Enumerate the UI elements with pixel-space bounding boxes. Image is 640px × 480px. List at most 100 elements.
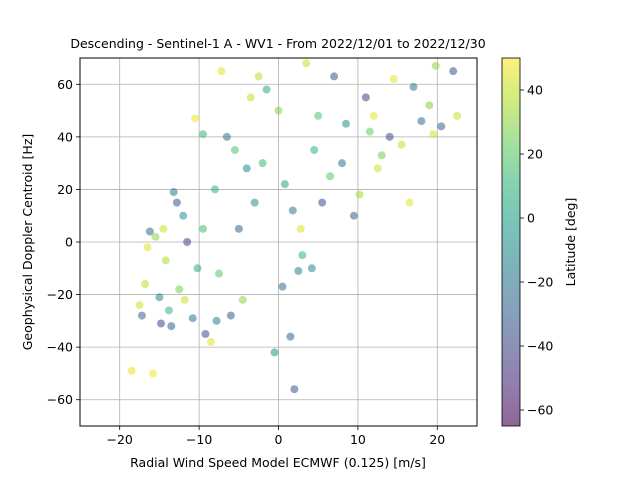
data-point (230, 146, 239, 154)
colorbar-label: Latitude [deg] (563, 198, 578, 287)
colorbar-tick-label: −40 (527, 339, 553, 354)
data-point (294, 266, 303, 275)
y-axis: −60 −40 −20 0 20 40 60 (47, 77, 80, 407)
data-point (199, 224, 208, 233)
data-point (330, 72, 339, 81)
data-point (214, 269, 223, 278)
data-point (318, 198, 327, 207)
data-point (385, 132, 394, 141)
data-point (437, 122, 446, 131)
y-tick-label: 60 (57, 77, 73, 92)
data-point (164, 306, 173, 315)
data-point (172, 198, 181, 207)
data-point (207, 337, 216, 346)
data-point (254, 72, 263, 81)
colorbar-tick-label: 20 (527, 147, 543, 162)
data-point (169, 188, 178, 197)
data-point (278, 282, 287, 291)
data-point (145, 227, 154, 236)
data-point (201, 330, 210, 338)
data-point (307, 264, 316, 273)
y-axis-label: Geophysical Doppler Centroid [Hz] (20, 134, 35, 351)
y-tick-label: −40 (47, 340, 73, 355)
x-axis-label: Radial Wind Speed Model ECMWF (0.125) [m… (130, 455, 426, 470)
colorbar-tick-label: −60 (527, 403, 553, 418)
data-point (409, 82, 418, 91)
data-point (135, 301, 144, 310)
data-point (453, 111, 462, 120)
data-point (188, 314, 197, 323)
data-point (175, 285, 184, 294)
x-tick-label: −10 (186, 432, 212, 447)
colorbar-tick-label: −20 (527, 275, 553, 290)
data-point (226, 311, 235, 320)
data-point (365, 127, 374, 136)
y-tick-label: 0 (65, 235, 73, 250)
data-points (127, 59, 462, 394)
data-point (149, 369, 158, 378)
data-point (156, 319, 165, 328)
data-point (298, 251, 307, 260)
data-point (338, 159, 347, 168)
data-point (222, 132, 231, 141)
data-point (141, 280, 150, 289)
data-point (288, 206, 297, 215)
data-point (262, 85, 271, 94)
colorbar: −60 −40 −20 0 20 40 (501, 57, 553, 427)
data-point (417, 117, 426, 126)
colorbar-tick-label: 40 (527, 83, 543, 98)
data-point (191, 114, 200, 123)
data-point (296, 224, 305, 233)
data-point (270, 348, 279, 357)
colorbar-tick-label: 0 (527, 211, 535, 226)
data-point (349, 211, 358, 220)
data-point (302, 59, 311, 68)
data-point (167, 322, 176, 331)
data-point (127, 366, 136, 375)
y-tick-label: −60 (47, 392, 73, 407)
data-point (314, 111, 323, 120)
data-point (425, 101, 434, 110)
data-point (199, 130, 208, 139)
data-point (361, 93, 370, 102)
data-point (183, 238, 192, 246)
x-axis: −20 −10 0 10 20 (107, 426, 445, 447)
x-tick-label: 10 (350, 432, 366, 447)
x-tick-label: 0 (275, 432, 283, 447)
data-point (143, 243, 152, 252)
data-point (310, 146, 319, 154)
x-tick-label: −20 (107, 432, 133, 447)
data-point (326, 172, 335, 181)
data-point (355, 190, 364, 199)
data-point (155, 293, 164, 302)
chart-title: Descending - Sentinel-1 A - WV1 - From 2… (70, 36, 485, 51)
data-point (217, 67, 226, 76)
data-point (405, 198, 414, 207)
data-point (429, 130, 438, 139)
data-point (179, 211, 188, 220)
data-point (449, 67, 458, 76)
data-point (389, 75, 398, 84)
y-tick-label: −20 (47, 287, 73, 302)
data-point (373, 164, 382, 173)
data-point (274, 106, 283, 115)
y-tick-label: 40 (57, 129, 73, 144)
grid-lines (80, 58, 477, 426)
y-tick-label: 20 (57, 182, 73, 197)
data-point (431, 61, 440, 70)
data-point (180, 295, 189, 304)
data-point (212, 316, 221, 325)
data-point (238, 295, 247, 304)
data-point (246, 93, 255, 102)
data-point (151, 232, 160, 241)
data-point (290, 385, 299, 394)
data-point (193, 264, 202, 273)
data-point (210, 185, 219, 194)
data-point (286, 332, 295, 341)
data-point (242, 164, 251, 173)
data-point (137, 311, 146, 320)
colorbar-gradient (501, 57, 521, 427)
data-point (250, 198, 259, 207)
data-point (397, 140, 406, 149)
